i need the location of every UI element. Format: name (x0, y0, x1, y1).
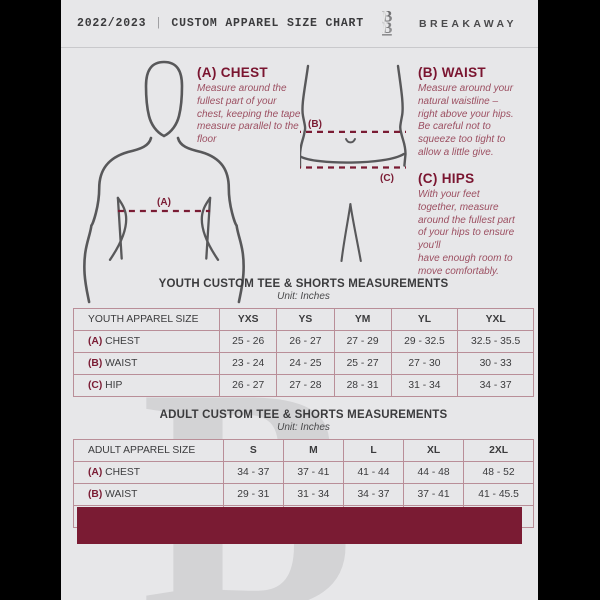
svg-text:(A): (A) (157, 197, 171, 208)
svg-text:(B): (B) (308, 119, 322, 130)
svg-text:(C): (C) (380, 173, 394, 184)
